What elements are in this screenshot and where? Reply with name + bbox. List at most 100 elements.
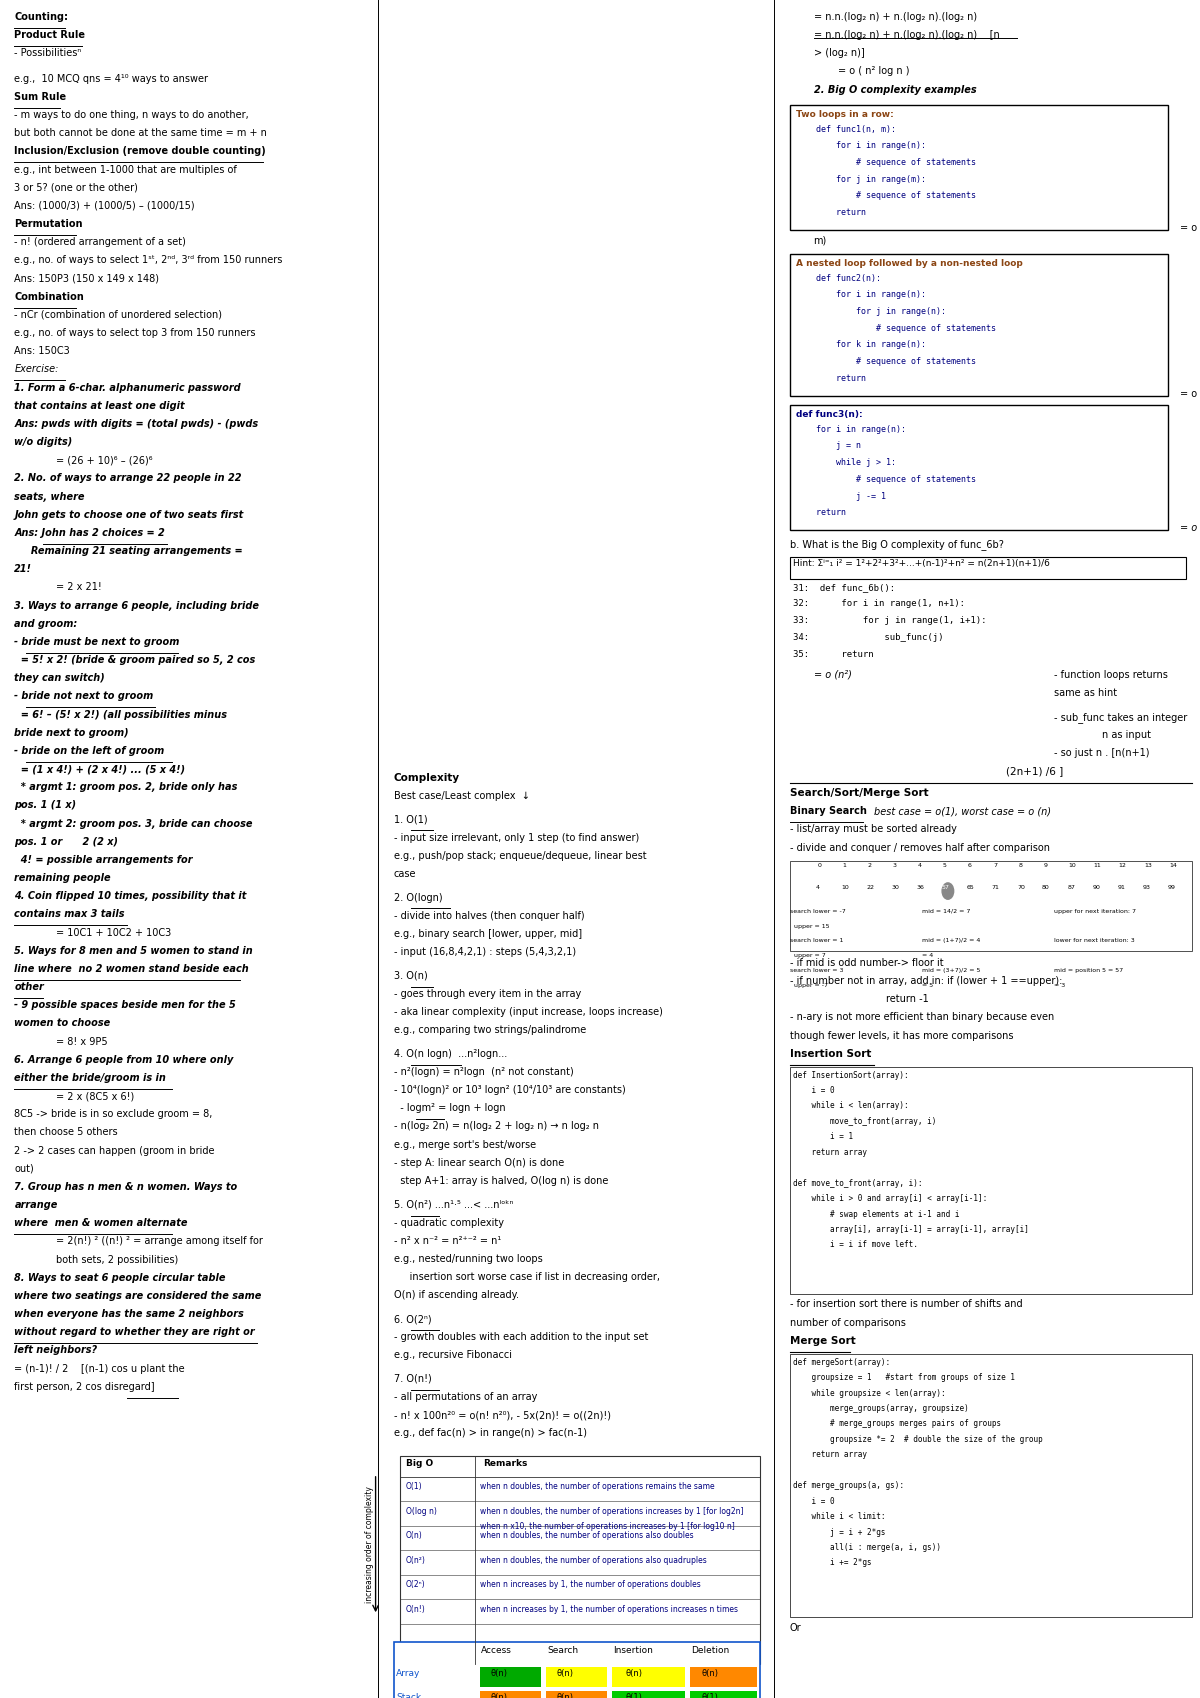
Text: 7: 7 xyxy=(994,864,997,868)
Text: when n doubles, the number of operations increases by 1 [for log2n]: when n doubles, the number of operations… xyxy=(480,1506,744,1516)
Text: Combination: Combination xyxy=(14,292,84,302)
Text: 2. Big O complexity examples: 2. Big O complexity examples xyxy=(814,85,977,95)
Text: 2: 2 xyxy=(868,864,871,868)
Text: 4. O(n logn)  ...n²logn...: 4. O(n logn) ...n²logn... xyxy=(394,1049,506,1060)
Text: - 10⁴(logn)² or 10³ logn² (10⁴/10³ are constants): - 10⁴(logn)² or 10³ logn² (10⁴/10³ are c… xyxy=(394,1085,625,1095)
Text: Merge Sort: Merge Sort xyxy=(790,1336,856,1347)
Text: = 5: = 5 xyxy=(922,983,932,988)
Text: while j > 1:: while j > 1: xyxy=(796,458,895,467)
Text: 22: 22 xyxy=(866,885,875,890)
Text: move_to_front(array, i): move_to_front(array, i) xyxy=(793,1117,936,1126)
Text: 2. O(logn): 2. O(logn) xyxy=(394,893,443,903)
Bar xyxy=(546,1667,607,1688)
Text: - divide into halves (then conquer half): - divide into halves (then conquer half) xyxy=(394,910,584,920)
Text: upper = 7: upper = 7 xyxy=(790,953,826,958)
Text: arrange: arrange xyxy=(14,1200,58,1211)
Text: return: return xyxy=(796,209,865,217)
Text: Access: Access xyxy=(481,1645,511,1654)
Text: 70: 70 xyxy=(1016,885,1025,890)
Text: # sequence of statements: # sequence of statements xyxy=(796,158,976,166)
Text: Ans: 150P3 (150 x 149 x 148): Ans: 150P3 (150 x 149 x 148) xyxy=(14,273,160,284)
Text: search lower = -7: search lower = -7 xyxy=(790,908,845,914)
Text: e.g., recursive Fibonacci: e.g., recursive Fibonacci xyxy=(394,1350,511,1360)
Text: A nested loop followed by a non-nested loop: A nested loop followed by a non-nested l… xyxy=(796,258,1022,268)
Text: = o (n²): = o (n²) xyxy=(1180,389,1200,399)
Text: - bride on the left of groom: - bride on the left of groom xyxy=(14,745,164,756)
Text: - input size irrelevant, only 1 step (to find answer): - input size irrelevant, only 1 step (to… xyxy=(394,832,638,842)
Text: # sequence of statements: # sequence of statements xyxy=(796,324,996,333)
Text: - step A: linear search O(n) is done: - step A: linear search O(n) is done xyxy=(394,1158,564,1168)
Text: - aka linear complexity (input increase, loops increase): - aka linear complexity (input increase,… xyxy=(394,1007,662,1017)
Text: mid = position 5 = 57: mid = position 5 = 57 xyxy=(1054,968,1123,973)
Text: - if mid is odd number-> floor it: - if mid is odd number-> floor it xyxy=(790,958,943,968)
Text: - for insertion sort there is number of shifts and: - for insertion sort there is number of … xyxy=(790,1299,1022,1309)
Text: first person, 2 cos disregard]: first person, 2 cos disregard] xyxy=(14,1382,155,1392)
Bar xyxy=(480,1667,541,1688)
Text: John gets to choose one of two seats first: John gets to choose one of two seats fir… xyxy=(14,509,244,520)
Text: increasing order of complexity: increasing order of complexity xyxy=(365,1486,374,1603)
Text: 6: 6 xyxy=(968,864,972,868)
Text: # sequence of statements: # sequence of statements xyxy=(796,475,976,484)
Text: m): m) xyxy=(814,236,827,245)
Text: i = 0: i = 0 xyxy=(793,1087,835,1095)
Bar xyxy=(690,1691,757,1698)
Text: 8. Ways to seat 6 people circular table: 8. Ways to seat 6 people circular table xyxy=(14,1274,226,1282)
Text: Stack: Stack xyxy=(396,1693,421,1698)
Text: e.g., def fac(n) > in range(n) > fac(n-1): e.g., def fac(n) > in range(n) > fac(n-1… xyxy=(394,1428,587,1438)
Text: step A+1: array is halved, O(log n) is done: step A+1: array is halved, O(log n) is d… xyxy=(394,1177,608,1185)
Text: 33:          for j in range(1, i+1):: 33: for j in range(1, i+1): xyxy=(793,616,986,625)
Bar xyxy=(790,1353,1192,1618)
Text: - n-ary is not more efficient than binary because even: - n-ary is not more efficient than binar… xyxy=(790,1012,1054,1022)
Text: # sequence of statements: # sequence of statements xyxy=(796,357,976,367)
Text: i = i if move left.: i = i if move left. xyxy=(793,1241,918,1250)
Text: (2n+1) /6 ]: (2n+1) /6 ] xyxy=(1006,766,1063,776)
Text: def mergeSort(array):: def mergeSort(array): xyxy=(793,1358,890,1367)
Text: - so just n . [n(n+1): - so just n . [n(n+1) xyxy=(1054,749,1150,757)
Text: def func3(n):: def func3(n): xyxy=(796,409,863,419)
Text: b. What is the Big O complexity of func_6b?: b. What is the Big O complexity of func_… xyxy=(790,540,1003,550)
Text: 30: 30 xyxy=(892,885,899,890)
Text: return -1: return -1 xyxy=(886,995,929,1004)
Text: = 2(n!) ² ((n!) ² = arrange among itself for: = 2(n!) ² ((n!) ² = arrange among itself… xyxy=(56,1236,263,1246)
Text: 32:      for i in range(1, n+1):: 32: for i in range(1, n+1): xyxy=(793,599,965,608)
Text: - sub_func takes an integer: - sub_func takes an integer xyxy=(1054,711,1187,723)
Text: 36: 36 xyxy=(917,885,924,890)
Text: = (1 x 4!) + (2 x 4!) ... (5 x 4!): = (1 x 4!) + (2 x 4!) ... (5 x 4!) xyxy=(14,764,186,774)
Text: when n doubles, the number of operations also doubles: when n doubles, the number of operations… xyxy=(480,1532,694,1540)
Text: = 2 x 21!: = 2 x 21! xyxy=(56,582,102,593)
Text: > (log₂ n)]: > (log₂ n)] xyxy=(814,48,864,58)
Bar xyxy=(790,105,1168,229)
Text: θ(n): θ(n) xyxy=(557,1693,574,1698)
Text: Deletion: Deletion xyxy=(691,1645,730,1654)
Text: return: return xyxy=(796,374,865,382)
Text: 4: 4 xyxy=(918,864,922,868)
Text: Remarks: Remarks xyxy=(484,1459,528,1469)
Text: case: case xyxy=(394,869,416,880)
Text: 9: 9 xyxy=(1043,864,1048,868)
Text: Array: Array xyxy=(396,1669,420,1678)
Text: O(n) if ascending already.: O(n) if ascending already. xyxy=(394,1290,518,1301)
Bar xyxy=(790,253,1168,396)
Text: 34:              sub_func(j): 34: sub_func(j) xyxy=(793,633,943,642)
Text: # swap elements at i-1 and i: # swap elements at i-1 and i xyxy=(793,1209,960,1219)
Text: - n² x n⁻² = n²⁺⁻² = n¹: - n² x n⁻² = n²⁺⁻² = n¹ xyxy=(394,1236,500,1246)
Text: 3. Ways to arrange 6 people, including bride: 3. Ways to arrange 6 people, including b… xyxy=(14,601,259,611)
Text: Binary Search: Binary Search xyxy=(790,807,866,817)
Text: mid = (1+7)/2 = 4: mid = (1+7)/2 = 4 xyxy=(922,939,980,944)
Text: = 10C1 + 10C2 + 10C3: = 10C1 + 10C2 + 10C3 xyxy=(56,927,172,937)
Text: 3: 3 xyxy=(893,864,896,868)
Text: 4. Coin flipped 10 times, possibility that it: 4. Coin flipped 10 times, possibility th… xyxy=(14,891,247,902)
Text: Two loops in a row:: Two loops in a row: xyxy=(796,110,893,119)
Text: = n.n.(log₂ n) + n.(log₂ n).(log₂ n): = n.n.(log₂ n) + n.(log₂ n).(log₂ n) xyxy=(814,12,977,22)
Text: 87: 87 xyxy=(1067,885,1075,890)
Text: 13: 13 xyxy=(1144,864,1152,868)
Text: w/o digits): w/o digits) xyxy=(14,436,73,447)
Text: = 6! – (5! x 2!) (all possibilities minus: = 6! – (5! x 2!) (all possibilities minu… xyxy=(14,710,228,720)
Text: they can switch): they can switch) xyxy=(14,672,106,683)
Text: then choose 5 others: then choose 5 others xyxy=(14,1127,118,1138)
Text: 0: 0 xyxy=(817,864,821,868)
Text: Search/Sort/Merge Sort: Search/Sort/Merge Sort xyxy=(790,788,929,798)
Text: θ(n): θ(n) xyxy=(702,1669,719,1678)
Text: Product Rule: Product Rule xyxy=(14,31,85,41)
Text: - all permutations of an array: - all permutations of an array xyxy=(394,1392,536,1403)
